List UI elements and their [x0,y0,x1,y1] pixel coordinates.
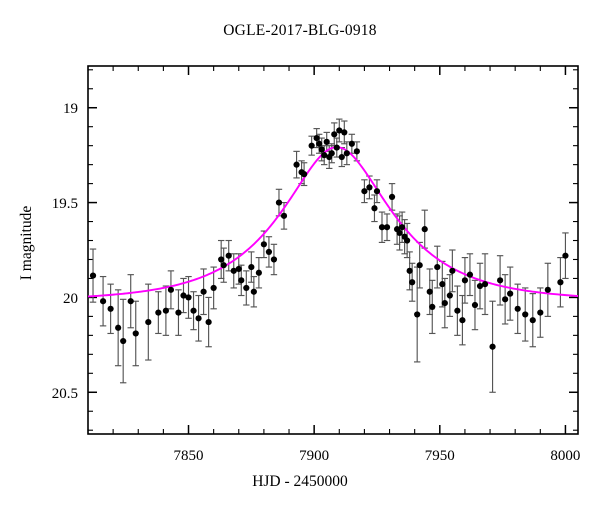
data-points [89,127,569,350]
svg-text:8000: 8000 [550,448,580,464]
model-curve [87,146,579,298]
svg-text:20: 20 [63,291,78,307]
svg-text:19.5: 19.5 [52,196,78,212]
svg-text:7850: 7850 [174,448,204,464]
svg-text:20.5: 20.5 [52,386,78,402]
svg-text:7900: 7900 [299,448,329,464]
axis-ticks [87,66,578,434]
chart-title: OGLE-2017-BLG-0918 [223,22,377,39]
svg-text:7950: 7950 [425,448,455,464]
y-axis-label: I magnitude [18,205,35,281]
y-tick-labels: 19 19.5 20 20.5 [52,101,78,402]
svg-text:19: 19 [63,101,78,117]
x-tick-labels: 7850 7900 7950 8000 [174,448,581,464]
x-axis-label: HJD - 2450000 [252,473,348,490]
axes-frame [87,65,579,435]
